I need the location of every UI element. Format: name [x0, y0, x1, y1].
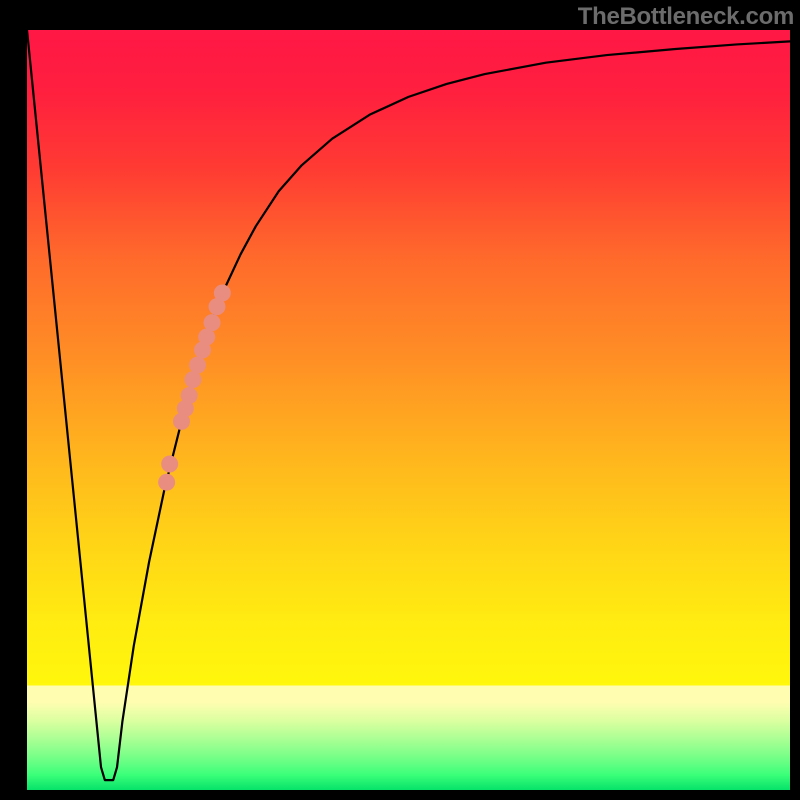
highlight-marker [198, 329, 215, 346]
highlight-marker [181, 387, 198, 404]
highlight-marker [189, 357, 206, 374]
highlight-marker [161, 455, 178, 472]
highlight-marker [158, 474, 175, 491]
bottleneck-chart [0, 0, 800, 800]
watermark-text: TheBottleneck.com [578, 3, 794, 31]
highlight-marker [214, 284, 231, 301]
highlight-marker [184, 371, 201, 388]
highlight-marker [204, 314, 221, 331]
plot-background [27, 30, 790, 790]
